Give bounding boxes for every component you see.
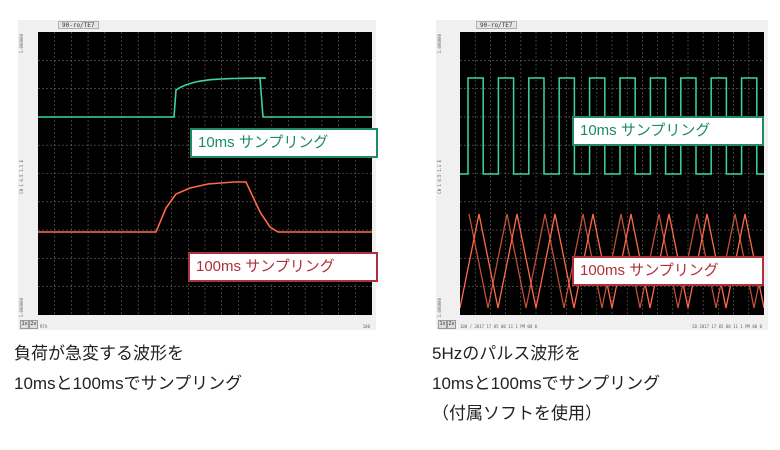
left-status-bar: 1x 2x RTA 100 bbox=[18, 320, 376, 330]
right-caption-line3: （付属ソフトを使用） bbox=[432, 404, 602, 423]
right-footer-btn-2[interactable]: 2x bbox=[447, 320, 456, 329]
left-footer-start: RTA bbox=[40, 324, 48, 329]
right-status-bar: 1x 2x 100 / 2017 17 05 00 11 1 PM 00 0 S… bbox=[436, 320, 768, 330]
right-axis-bottom-label: 1.000000 bbox=[437, 298, 442, 318]
right-axis-panel: 1.000000 CH 1 0.5 1.1 E 1.000000 bbox=[436, 30, 458, 320]
right-window-tab[interactable]: 90-ro/TE7 bbox=[476, 21, 517, 29]
left-axis-mid-label: CH 1 0.5 1.1 E bbox=[19, 160, 24, 194]
left-caption-line1: 負荷が急変する波形を bbox=[14, 344, 184, 363]
waveform-10ms-line bbox=[38, 77, 372, 118]
right-label-100ms: 100ms サンプリング bbox=[572, 256, 764, 286]
left-footer-btn-1[interactable]: 1x bbox=[20, 320, 29, 329]
left-axis-panel: 1.000000 CH 1 0.5 1.1 E 1.000000 bbox=[18, 30, 34, 320]
waveform-100ms-triangle-a bbox=[460, 213, 764, 309]
right-axis-mid-label: CH 1 0.5 1.1 E bbox=[437, 160, 442, 194]
right-footer-start: 100 / 2017 17 05 00 11 1 PM 00 0 bbox=[460, 324, 538, 329]
right-axis-top-label: 1.000000 bbox=[437, 34, 442, 54]
right-footer-btn-1[interactable]: 1x bbox=[438, 320, 447, 329]
right-window-titlebar: 90-ro/TE7 bbox=[436, 20, 768, 30]
left-caption-line2: 10msと100msでサンプリング bbox=[14, 374, 243, 393]
left-axis-top-label: 1.000000 bbox=[19, 34, 24, 54]
left-chart-window: 90-ro/TE7 1.000000 CH 1 0.5 1.1 E 1.0000… bbox=[18, 20, 376, 330]
waveform-10ms-square bbox=[460, 77, 764, 175]
right-caption-line2: 10msと100msでサンプリング bbox=[432, 374, 661, 393]
right-footer-end: SD 2017 17 05 00 11 1 PM 00 0 bbox=[692, 324, 762, 329]
left-label-10ms: 10ms サンプリング bbox=[190, 128, 378, 158]
left-footer-btn-2[interactable]: 2x bbox=[29, 320, 38, 329]
left-footer-end: 100 bbox=[362, 324, 370, 329]
left-window-tab[interactable]: 90-ro/TE7 bbox=[58, 21, 99, 29]
left-waveform-svg bbox=[38, 32, 372, 315]
left-label-100ms: 100ms サンプリング bbox=[188, 252, 378, 282]
right-label-10ms: 10ms サンプリング bbox=[572, 116, 764, 146]
left-axis-bottom-label: 1.000000 bbox=[19, 298, 24, 318]
left-window-titlebar: 90-ro/TE7 bbox=[18, 20, 376, 30]
waveform-100ms-line bbox=[38, 181, 372, 233]
right-caption-line1: 5Hzのパルス波形を bbox=[432, 344, 582, 363]
